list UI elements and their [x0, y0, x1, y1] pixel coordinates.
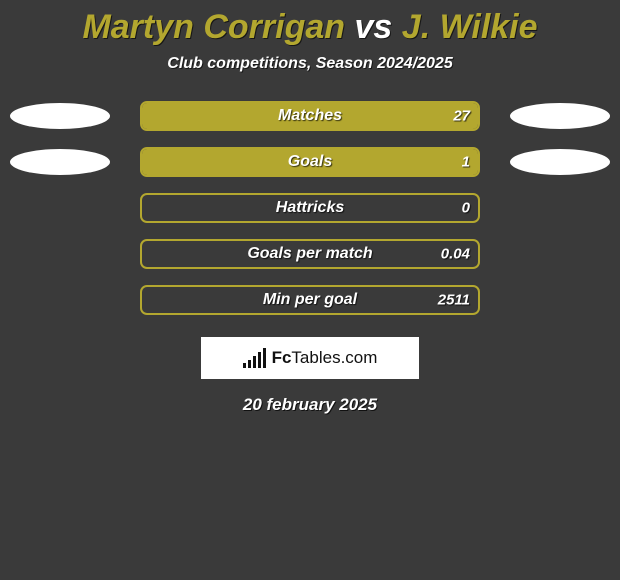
logo-bars-icon	[243, 348, 266, 368]
vs-word: vs	[355, 8, 393, 46]
stat-label: Goals per match	[247, 245, 372, 263]
stat-rows-container: Matches 27 Goals 1 Hattricks 0 Goals per match…	[0, 101, 620, 315]
marker-spacer	[510, 195, 610, 221]
marker-spacer	[10, 287, 110, 313]
player1-marker	[10, 149, 110, 175]
stat-value: 2511	[438, 292, 470, 309]
player1-marker	[10, 103, 110, 129]
player2-marker	[510, 149, 610, 175]
marker-spacer	[510, 287, 610, 313]
stat-label: Min per goal	[263, 291, 357, 309]
marker-spacer	[510, 241, 610, 267]
stat-row: Goals 1	[10, 147, 610, 177]
stat-bar: Goals per match 0.04	[140, 239, 480, 269]
marker-spacer	[10, 241, 110, 267]
stat-value: 1	[462, 154, 470, 171]
date-text: 20 february 2025	[0, 395, 620, 415]
source-logo: FcTables.com	[201, 337, 419, 379]
stat-bar: Goals 1	[140, 147, 480, 177]
player1-name: Martyn Corrigan	[82, 8, 345, 46]
stat-value: 0.04	[441, 246, 470, 263]
player2-marker	[510, 103, 610, 129]
logo-text: FcTables.com	[272, 348, 378, 368]
stat-label: Matches	[278, 107, 342, 125]
stat-value: 27	[453, 108, 470, 125]
subtitle: Club competitions, Season 2024/2025	[0, 55, 620, 73]
stat-bar: Hattricks 0	[140, 193, 480, 223]
stat-label: Hattricks	[276, 199, 344, 217]
stat-bar: Matches 27	[140, 101, 480, 131]
marker-spacer	[10, 195, 110, 221]
comparison-title: Martyn Corrigan vs J. Wilkie	[0, 0, 620, 47]
stat-bar: Min per goal 2511	[140, 285, 480, 315]
logo-text-rest: Tables.com	[291, 348, 377, 367]
stat-row: Goals per match 0.04	[10, 239, 610, 269]
logo-text-bold: Fc	[272, 348, 292, 367]
stat-row: Matches 27	[10, 101, 610, 131]
stat-row: Hattricks 0	[10, 193, 610, 223]
stat-label: Goals	[288, 153, 332, 171]
stat-row: Min per goal 2511	[10, 285, 610, 315]
stat-value: 0	[462, 200, 470, 217]
player2-name: J. Wilkie	[402, 8, 538, 46]
